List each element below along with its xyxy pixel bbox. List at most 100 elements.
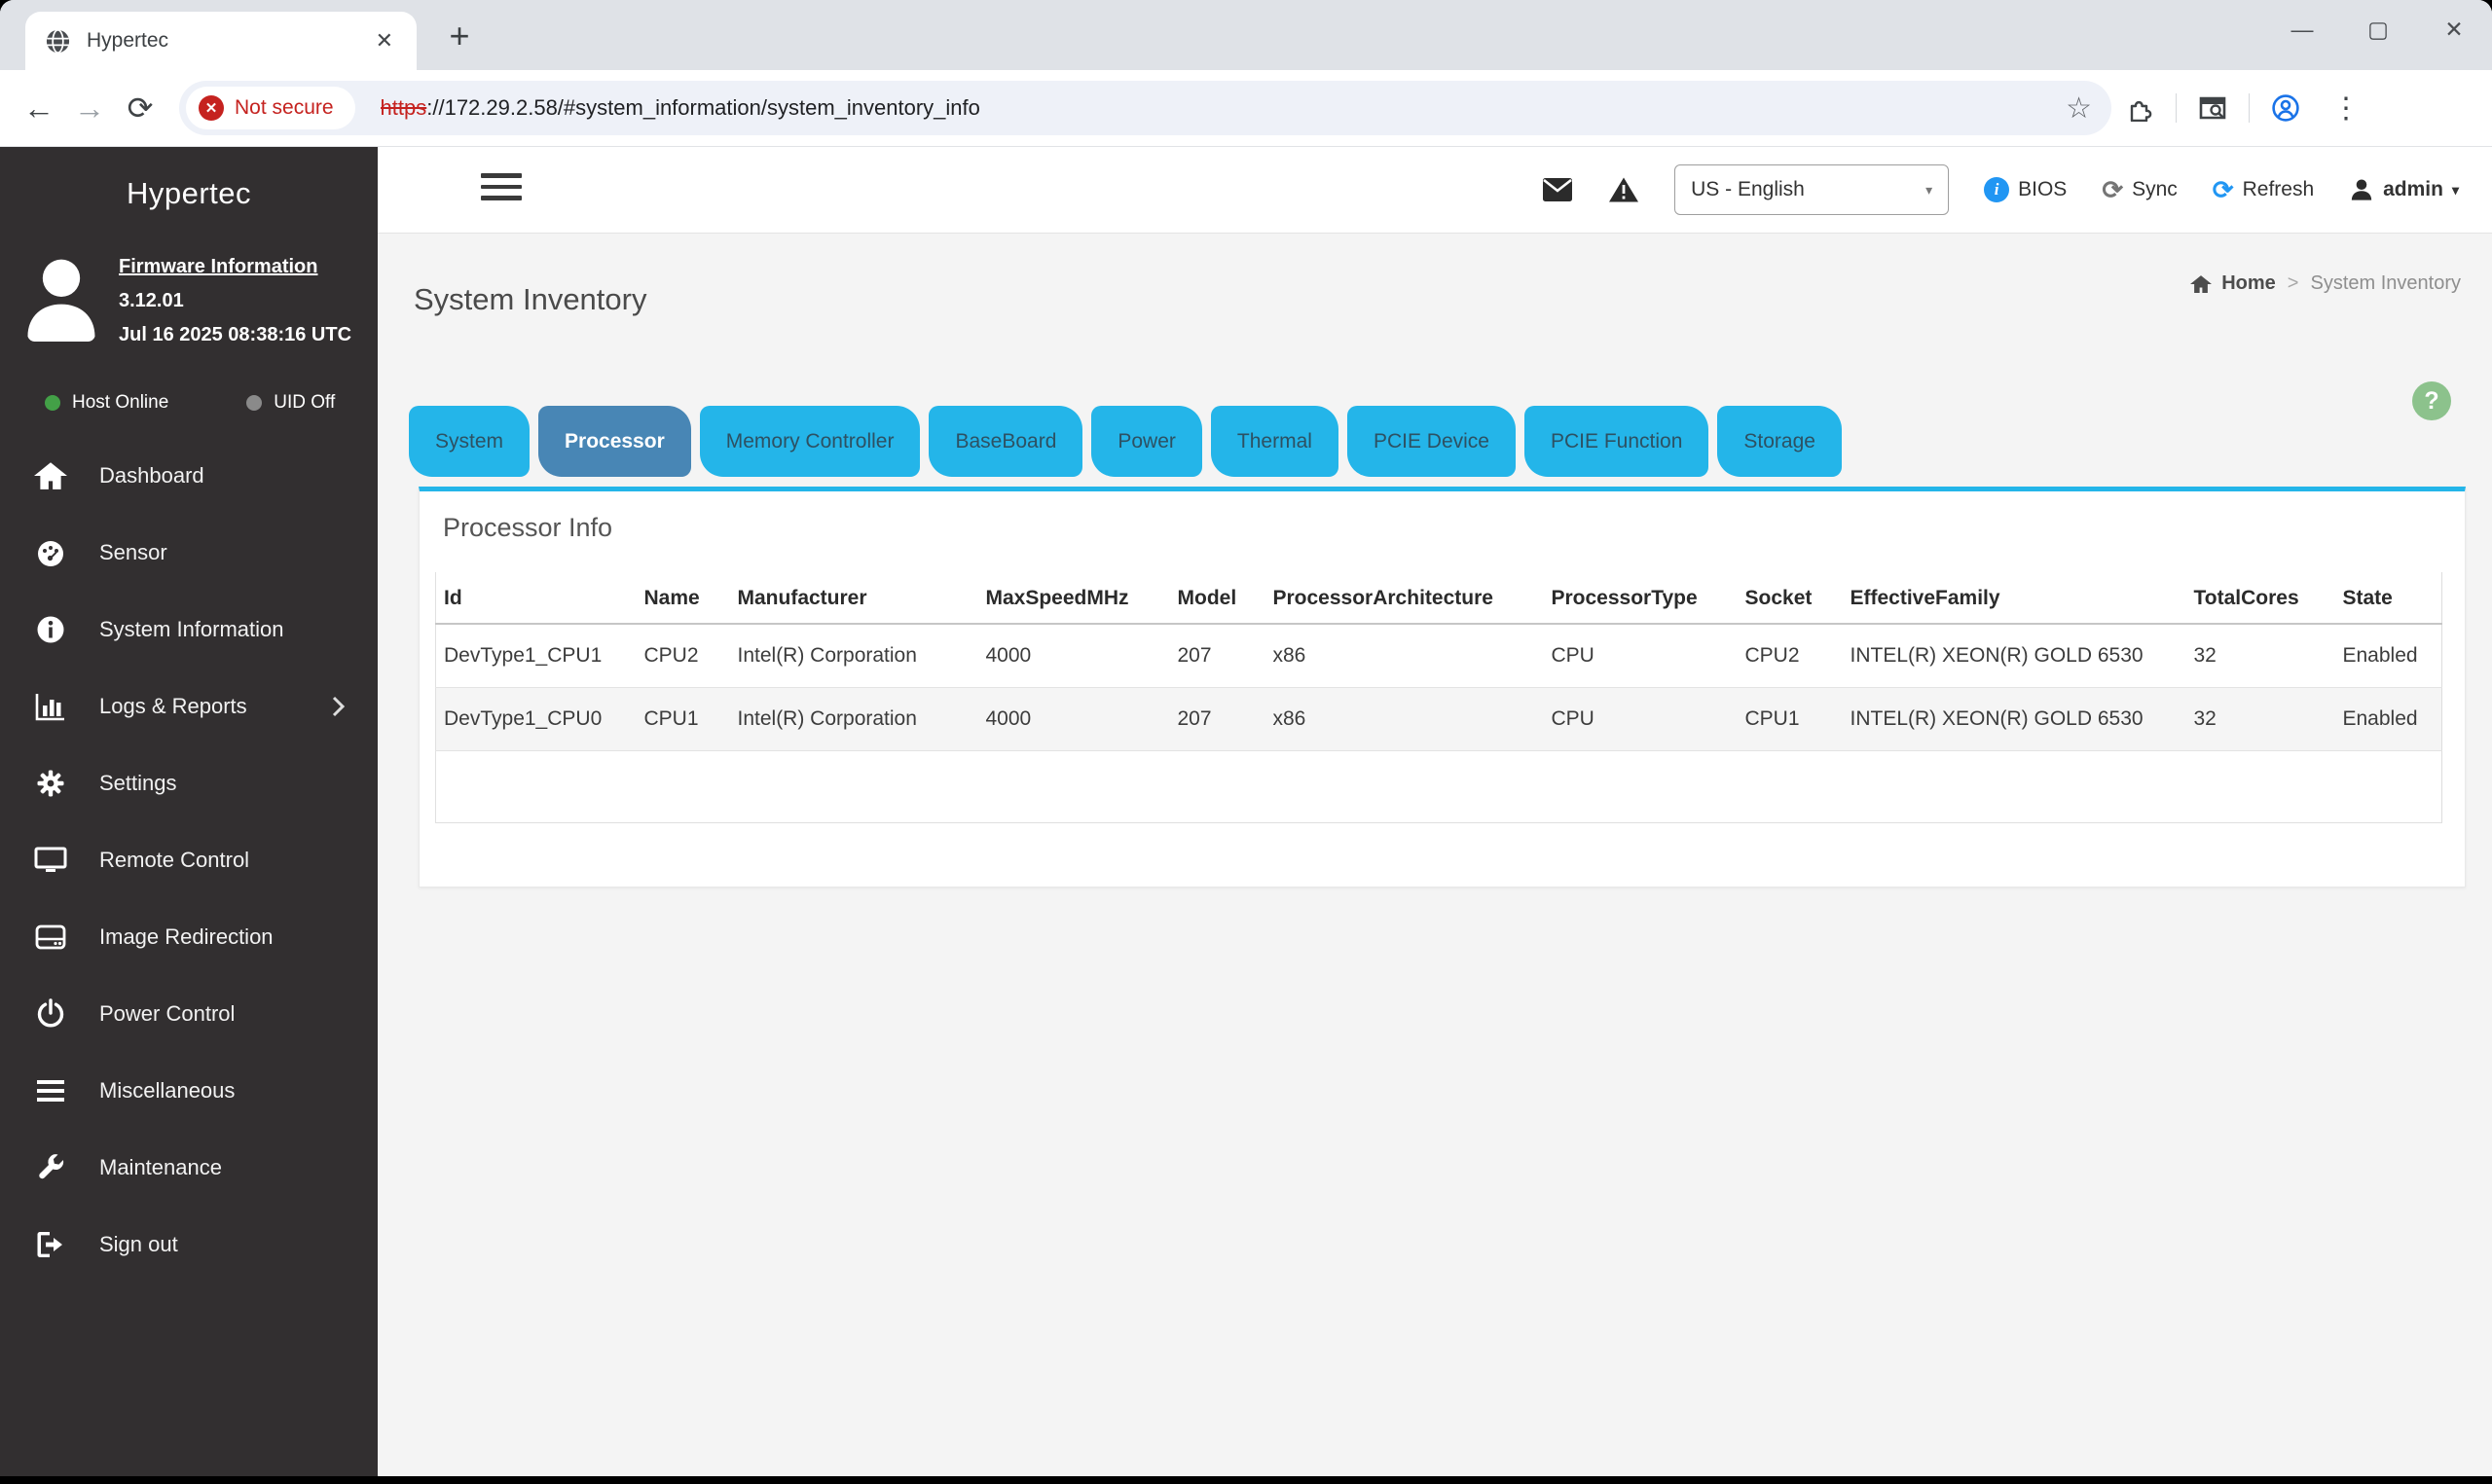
not-secure-chip[interactable]: ✕ Not secure [186,87,355,129]
search-tabs-icon[interactable] [2198,94,2227,122]
breadcrumb-home[interactable]: Home [2190,272,2276,295]
disc-icon [33,923,68,952]
new-tab-button[interactable]: + [449,16,470,55]
mail-icon[interactable] [1542,177,1573,202]
table-cell: x86 [1264,687,1544,751]
bios-info-icon: i [1984,177,2010,202]
breadcrumb: Home > System Inventory [2190,272,2461,295]
tab-baseboard[interactable]: BaseBoard [929,406,1083,477]
column-header-manufacturer: Manufacturer [729,572,978,625]
tab-storage[interactable]: Storage [1717,406,1842,477]
sidebar-item-label: Dashboard [99,462,204,488]
sidebar-item-sensor[interactable]: Sensor [0,514,378,591]
tab-pcie-device[interactable]: PCIE Device [1346,406,1516,477]
avatar [27,259,95,342]
sidebar-item-miscellaneous[interactable]: Miscellaneous [0,1052,378,1129]
bios-button[interactable]: i BIOS [1984,177,2067,202]
host-status-label: Host Online [72,392,169,413]
back-button[interactable]: ← [23,90,55,126]
breadcrumb-separator: > [2287,272,2299,294]
tab-memory-controller[interactable]: Memory Controller [699,406,921,477]
monitor-icon [33,846,68,875]
user-name: admin [2383,178,2443,200]
extensions-icon[interactable] [2127,94,2154,122]
tab-system[interactable]: System [409,406,531,477]
table-cell: INTEL(R) XEON(R) GOLD 6530 [1842,624,2186,688]
hamburger-menu-icon[interactable] [481,173,522,207]
column-header-effectivefamily: EffectiveFamily [1842,572,2186,625]
url-text[interactable]: https://172.29.2.58/#system_information/… [381,95,2067,121]
breadcrumb-current: System Inventory [2310,272,2461,294]
firmware-date: Jul 16 2025 08:38:16 UTC [119,324,352,345]
brand-title: Hypertec [126,176,252,210]
tab-processor[interactable]: Processor [538,406,691,477]
minimize-button[interactable]: — [2290,16,2314,42]
not-secure-label: Not secure [235,96,334,119]
host-status: Host Online [45,392,168,414]
browser-toolbar: ← → ⟳ ✕ Not secure https://172.29.2.58/#… [0,70,2492,146]
table-cell: 4000 [977,624,1170,688]
sidebar-item-maintenance[interactable]: Maintenance [0,1129,378,1206]
chevron-right-icon [331,695,347,718]
bar-chart-icon [33,692,68,721]
power-icon [33,997,68,1030]
sidebar-item-power-control[interactable]: Power Control [0,975,378,1052]
table-cell: 207 [1169,687,1265,751]
table-cell: Enabled [2334,624,2442,688]
main-content: System Inventory Home > System Inventory… [378,234,2492,1476]
table-cell: Intel(R) Corporation [729,687,978,751]
sidebar-item-system-information[interactable]: System Information [0,591,378,668]
table-cell: CPU1 [636,687,730,751]
sync-icon: ⟳ [2102,174,2124,204]
sidebar-item-label: Maintenance [99,1154,222,1179]
sidebar-item-remote-control[interactable]: Remote Control [0,821,378,898]
tab-thermal[interactable]: Thermal [1210,406,1338,477]
sidebar: Hypertec Firmware Information 3.12.01 Ju… [0,147,378,1476]
table-cell: 207 [1169,624,1265,688]
tab-power[interactable]: Power [1091,406,1202,477]
column-header-socket: Socket [1737,572,1843,625]
sidebar-item-settings[interactable]: Settings [0,744,378,821]
app-header: US - English ▾ i BIOS ⟳ Sync ⟳ Refresh [378,147,2492,234]
reload-button[interactable]: ⟳ [127,90,154,126]
browser-menu-icon[interactable]: ⋮ [2331,91,2361,125]
wrench-icon [33,1152,68,1183]
bookmark-star-icon[interactable]: ☆ [2066,91,2092,125]
sidebar-item-dashboard[interactable]: Dashboard [0,437,378,514]
firmware-information-link[interactable]: Firmware Information [119,256,318,277]
table-cell: CPU [1543,687,1738,751]
table-cell: DevType1_CPU1 [435,624,637,688]
language-select[interactable]: US - English ▾ [1674,164,1950,215]
table-empty-cell [436,751,2442,823]
user-menu[interactable]: admin ▾ [2349,177,2459,202]
user-chevron-down-icon: ▾ [2451,181,2459,198]
tab-close-icon[interactable]: ✕ [375,28,393,53]
profile-icon[interactable] [2271,93,2300,123]
refresh-button[interactable]: ⟳ Refresh [2213,175,2314,205]
sync-button[interactable]: ⟳ Sync [2102,175,2177,205]
sidebar-item-logs-reports[interactable]: Logs & Reports [0,668,378,744]
close-window-button[interactable]: ✕ [2444,16,2464,42]
bars-icon [33,1078,68,1104]
maximize-button[interactable]: ▢ [2367,16,2389,42]
table-cell: CPU2 [636,624,730,688]
address-bar[interactable]: ✕ Not secure https://172.29.2.58/#system… [179,81,2111,135]
uid-status-label: UID Off [274,392,336,413]
sidebar-item-sign-out[interactable]: Sign out [0,1206,378,1283]
uid-status: UID Off [246,392,335,414]
processor-table: Id Name Manufacturer MaxSpeedMHz Model Proces… [435,572,2442,823]
forward-button[interactable]: → [74,90,105,126]
browser-tab[interactable]: Hypertec ✕ [25,12,417,70]
table-cell: CPU1 [1737,687,1843,751]
help-button[interactable]: ? [2412,381,2451,420]
tab-pcie-function[interactable]: PCIE Function [1523,406,1709,477]
table-cell: CPU [1543,624,1738,688]
alert-icon[interactable] [1608,176,1639,203]
host-online-dot-icon [45,395,60,411]
sidebar-item-image-redirection[interactable]: Image Redirection [0,898,378,975]
url-rest: ://172.29.2.58/#system_information/syste… [426,95,980,120]
globe-favicon-icon [46,28,70,54]
table-cell: INTEL(R) XEON(R) GOLD 6530 [1842,687,2186,751]
chevron-down-icon: ▾ [1925,181,1933,198]
